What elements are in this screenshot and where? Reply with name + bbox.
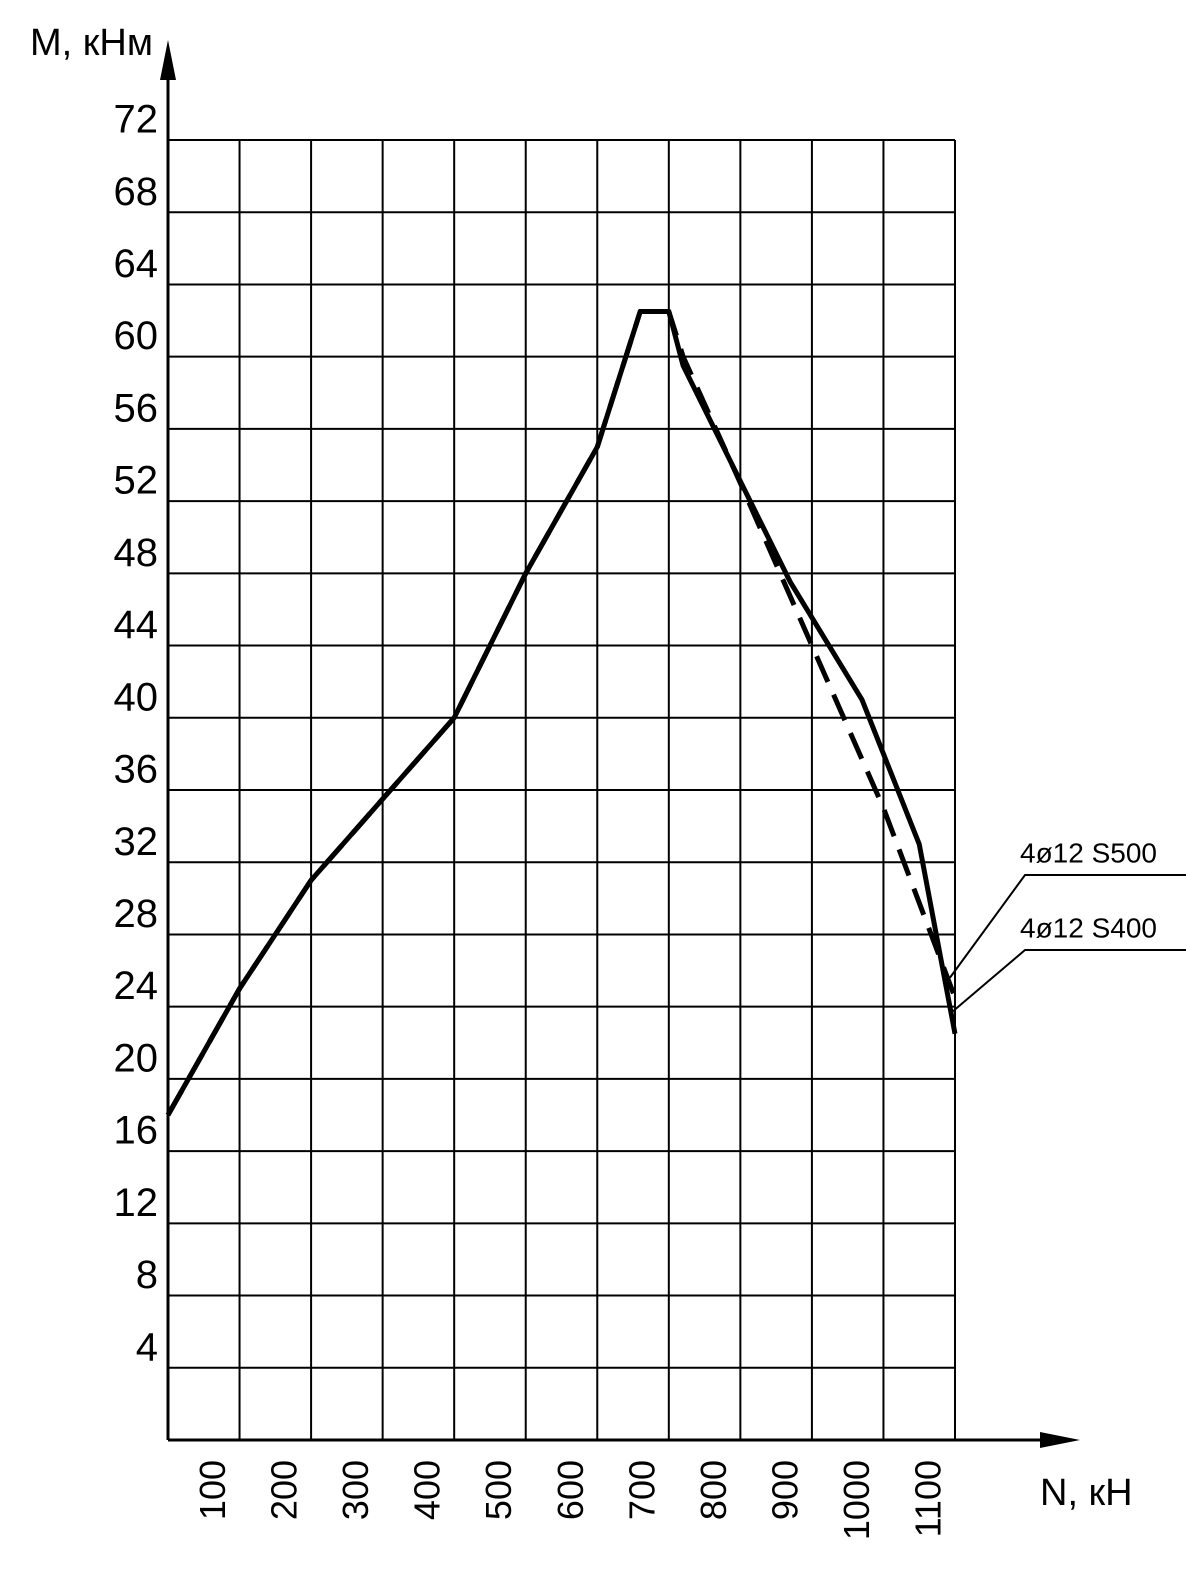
series-line <box>165 309 958 1117</box>
y-tick-label: 24 <box>114 964 159 1008</box>
x-tick-label: 1000 <box>836 1460 877 1540</box>
x-tick-label: 400 <box>407 1460 448 1520</box>
y-tick-label: 28 <box>114 892 159 936</box>
x-arrow <box>1040 1432 1080 1448</box>
y-tick-label: 20 <box>114 1036 159 1080</box>
x-tick-label: 100 <box>192 1460 233 1520</box>
x-tick-label: 300 <box>335 1460 376 1520</box>
y-arrow <box>160 40 176 80</box>
y-tick-label: 64 <box>114 242 159 286</box>
x-tick-label: 1100 <box>908 1460 949 1537</box>
y-tick-label: 48 <box>114 531 159 575</box>
y-tick-label: 12 <box>114 1181 159 1225</box>
leader-line <box>949 874 1186 979</box>
x-axis-label: N, кН <box>1040 1472 1133 1514</box>
y-tick-label: 44 <box>114 603 159 647</box>
y-tick-label: 72 <box>114 98 159 142</box>
y-tick-label: 60 <box>114 314 159 358</box>
y-tick-label: 40 <box>114 675 159 719</box>
y-tick-label: 52 <box>114 459 159 503</box>
y-tick-label: 56 <box>114 386 159 430</box>
leader-line <box>949 949 1186 1015</box>
y-axis-label: M, кНм <box>30 22 153 64</box>
x-tick-label: 600 <box>550 1460 591 1520</box>
y-tick-label: 36 <box>114 748 159 792</box>
y-tick-label: 68 <box>114 170 159 214</box>
x-tick-label: 500 <box>478 1460 519 1520</box>
series-label: 4ø12 S400 <box>1020 912 1157 943</box>
x-tick-label: 800 <box>693 1460 734 1520</box>
y-tick-label: 4 <box>136 1325 158 1369</box>
x-tick-label: 200 <box>264 1460 305 1520</box>
y-tick-label: 32 <box>114 820 159 864</box>
x-tick-label: 900 <box>764 1460 805 1520</box>
y-tick-label: 16 <box>114 1109 159 1153</box>
series-label: 4ø12 S500 <box>1020 837 1157 868</box>
y-tick-label: 8 <box>136 1253 158 1297</box>
series-line <box>165 309 958 1117</box>
x-tick-label: 700 <box>621 1460 662 1520</box>
